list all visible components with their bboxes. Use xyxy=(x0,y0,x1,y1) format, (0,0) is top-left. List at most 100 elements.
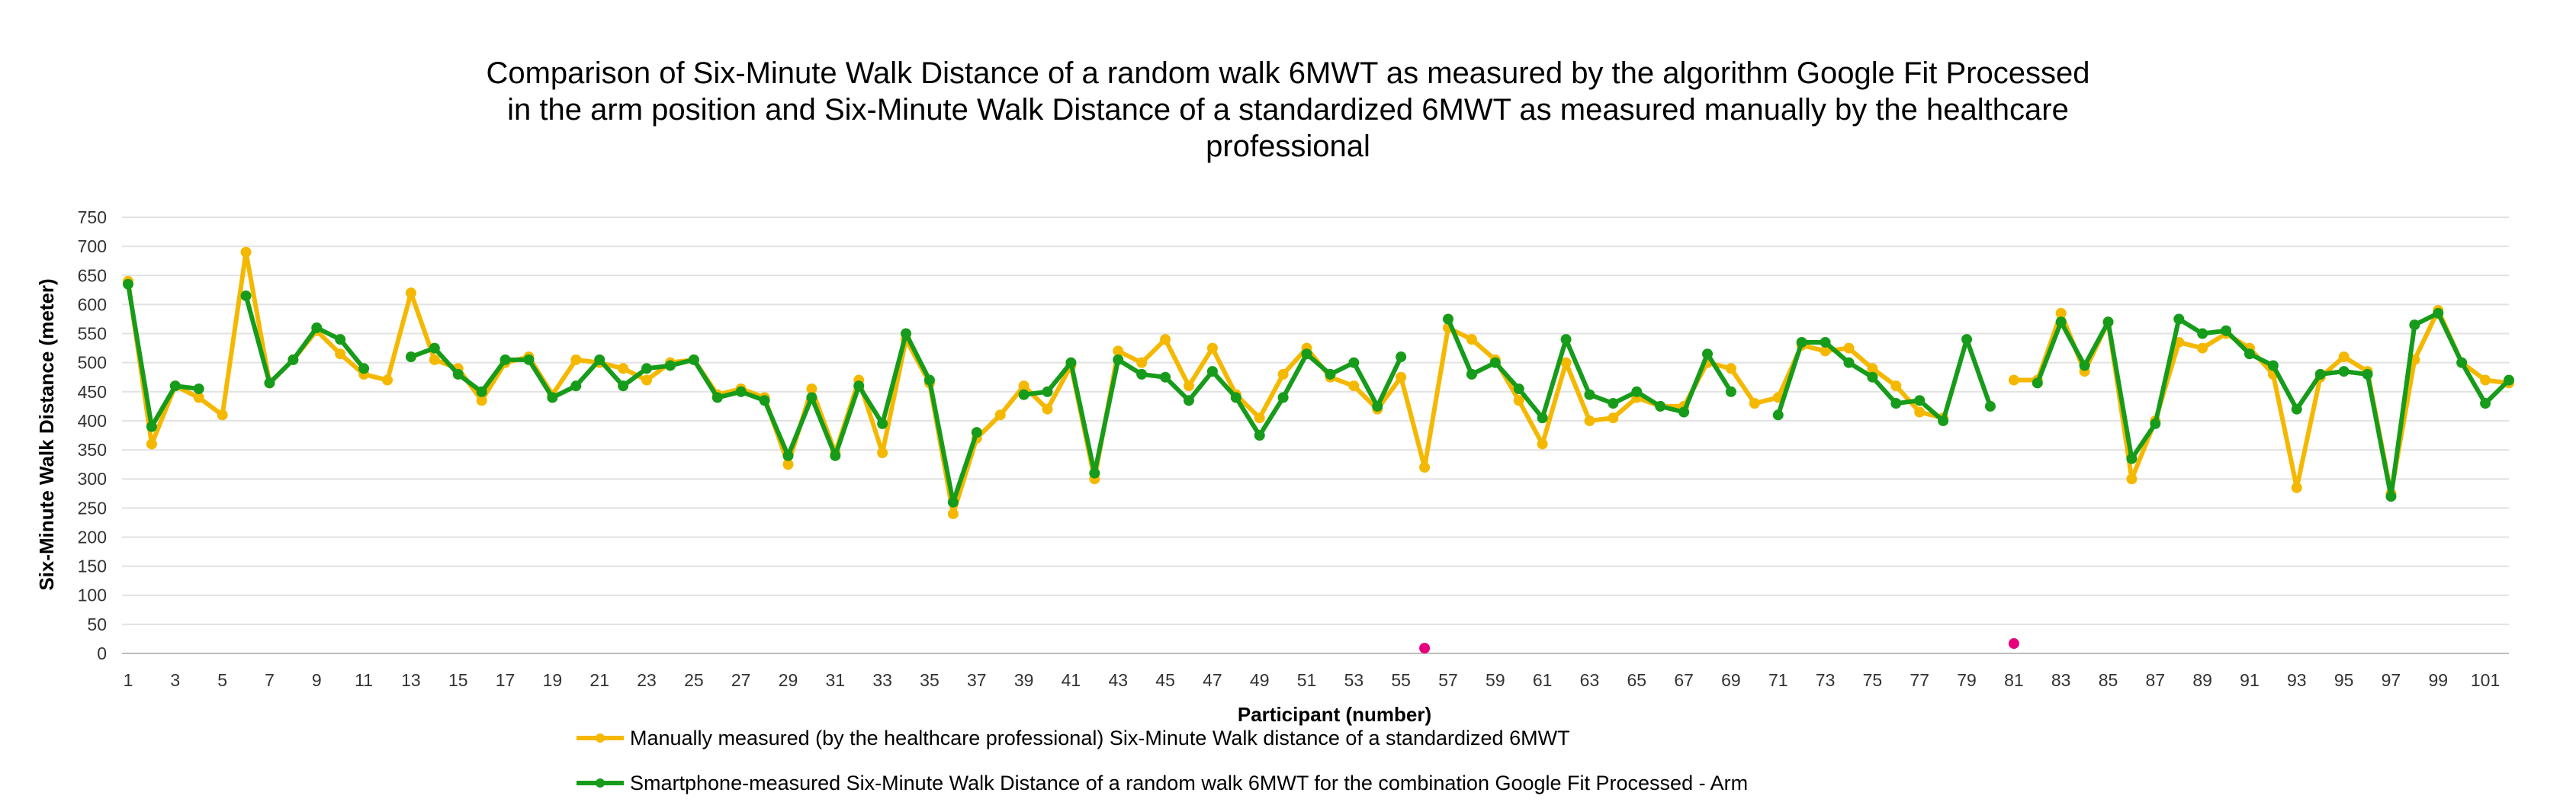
y-axis-label: Six-Minute Walk Distance (meter) xyxy=(35,278,58,590)
series-segment xyxy=(2058,319,2087,368)
series-segment xyxy=(1870,374,1899,406)
data-point xyxy=(2338,351,2350,363)
x-tick-label: 11 xyxy=(355,670,373,690)
x-axis-label: Participant (number) xyxy=(1238,703,1431,726)
data-point xyxy=(1183,395,1194,406)
data-point xyxy=(1843,342,1855,354)
data-point xyxy=(2126,453,2138,464)
x-tick-label: 29 xyxy=(779,670,798,690)
data-point xyxy=(1655,400,1666,412)
data-point xyxy=(1961,334,1973,345)
data-point xyxy=(1772,409,1784,421)
data-point xyxy=(1206,342,1218,354)
data-point xyxy=(1277,392,1289,403)
marker-group xyxy=(1419,638,2019,654)
data-point xyxy=(782,450,794,461)
x-tick-label: 43 xyxy=(1108,670,1128,690)
data-point xyxy=(1890,380,1902,392)
data-point xyxy=(1608,412,1619,424)
data-point xyxy=(877,418,888,429)
series-segment xyxy=(314,328,343,357)
data-point xyxy=(1018,389,1029,400)
data-point xyxy=(1160,334,1171,345)
chart-title-line-3: professional xyxy=(1206,130,1370,163)
data-point xyxy=(2362,368,2373,380)
data-point xyxy=(476,395,487,406)
series-segment xyxy=(1563,360,1592,423)
data-point xyxy=(499,354,511,365)
data-point xyxy=(1230,392,1241,403)
series-segment xyxy=(1233,395,1262,438)
x-tick-label: 51 xyxy=(1297,670,1317,690)
data-point xyxy=(1489,357,1501,368)
data-point xyxy=(2197,328,2208,339)
x-tick-label: 39 xyxy=(1014,670,1034,690)
data-point xyxy=(1301,348,1312,360)
x-tick-label: 77 xyxy=(1910,670,1929,690)
x-tick-label: 53 xyxy=(1344,670,1364,690)
series-segment xyxy=(2436,310,2465,365)
data-point xyxy=(1325,368,1336,380)
data-point xyxy=(2055,307,2067,319)
series-segment xyxy=(1257,395,1286,438)
data-point xyxy=(2173,313,2185,325)
x-tick-label: 57 xyxy=(1438,670,1458,690)
series-segment xyxy=(997,384,1026,418)
series-segment xyxy=(1446,316,1474,377)
data-point xyxy=(1678,406,1690,418)
x-tick-label: 45 xyxy=(1155,670,1175,690)
series-segment xyxy=(1163,337,1191,389)
series-segment xyxy=(2105,319,2134,461)
x-tick-label: 9 xyxy=(312,670,322,690)
x-tick-label: 5 xyxy=(217,670,227,690)
series-segment xyxy=(550,357,579,397)
data-point xyxy=(2385,491,2397,502)
data-point xyxy=(971,427,982,438)
data-point xyxy=(1348,380,1360,392)
series-segment xyxy=(2153,316,2182,426)
data-point xyxy=(1089,467,1100,479)
series-segment xyxy=(1492,360,1521,391)
data-point xyxy=(2126,473,2138,485)
data-point xyxy=(358,363,370,374)
data-point xyxy=(1560,357,1572,368)
data-point xyxy=(1042,403,1053,415)
x-tick-label: 99 xyxy=(2428,670,2448,690)
series-group xyxy=(123,246,2514,519)
x-tick-label: 49 xyxy=(1250,670,1270,690)
data-point xyxy=(1938,415,1949,426)
data-point xyxy=(452,368,464,380)
legend-label-manual: Manually measured (by the healthcare pro… xyxy=(630,727,1570,749)
data-point xyxy=(2433,307,2444,319)
data-point xyxy=(1277,368,1289,380)
series-segment xyxy=(1681,351,1710,415)
gridlines xyxy=(122,217,2509,654)
y-tick-label: 0 xyxy=(97,644,107,663)
series-segment xyxy=(1186,369,1215,403)
data-point xyxy=(2338,366,2350,377)
x-tick-label: 7 xyxy=(265,670,275,690)
x-tick-label: 73 xyxy=(1816,670,1836,690)
x-tick-label: 21 xyxy=(589,670,609,690)
data-point xyxy=(618,380,629,392)
data-point xyxy=(217,409,228,421)
data-point xyxy=(2480,398,2491,409)
x-tick-label: 55 xyxy=(1391,670,1411,690)
x-tick-label: 63 xyxy=(1580,670,1600,690)
x-tick-label: 69 xyxy=(1721,670,1741,690)
series-segment xyxy=(1540,337,1569,421)
data-point xyxy=(1890,398,1902,409)
data-point xyxy=(264,377,275,389)
data-point xyxy=(1984,400,1996,412)
data-point xyxy=(169,380,181,392)
x-axis-ticks: 1 3 5 7 9 11 13 15 17 19 21 23 25 27 29 31 33 35 37 39 41 43 4… xyxy=(124,670,2501,690)
data-point xyxy=(429,342,440,354)
x-tick-label: 15 xyxy=(448,670,468,690)
series-segment xyxy=(1375,355,1404,409)
legend: Manually measured (by the healthcare pro… xyxy=(577,727,1748,794)
y-tick-label: 350 xyxy=(78,440,107,460)
data-point xyxy=(2291,403,2302,415)
chart-title: Comparison of Six-Minute Walk Distance o… xyxy=(0,55,2576,165)
data-point xyxy=(1631,386,1643,397)
